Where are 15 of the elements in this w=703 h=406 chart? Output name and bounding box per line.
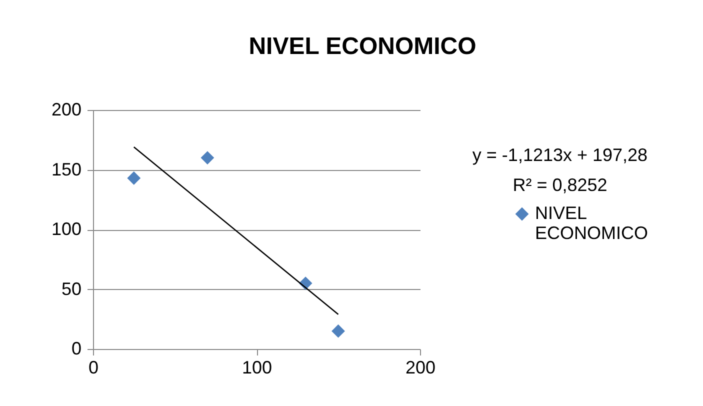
x-tick-label: 100 [242, 358, 272, 378]
point [332, 324, 345, 338]
y-tick-label: 50 [61, 278, 82, 299]
y-tick-label: 100 [51, 219, 82, 239]
legend-label: NIVEL ECONOMICO [535, 203, 648, 243]
chart-title: NIVEL ECONOMICO [248, 33, 476, 60]
point [200, 151, 214, 165]
text: y = -1,1213x + 197,28 [471, 144, 649, 167]
y-tick-label: 150 [51, 159, 82, 180]
point [127, 171, 141, 185]
y-tick-label: 200 [51, 100, 82, 120]
x-tick-label: 200 [405, 358, 436, 378]
y-tick-label: 0 [71, 338, 82, 358]
text: R² = 0,8252 [512, 174, 608, 197]
x-tick-label: 0 [88, 358, 99, 378]
